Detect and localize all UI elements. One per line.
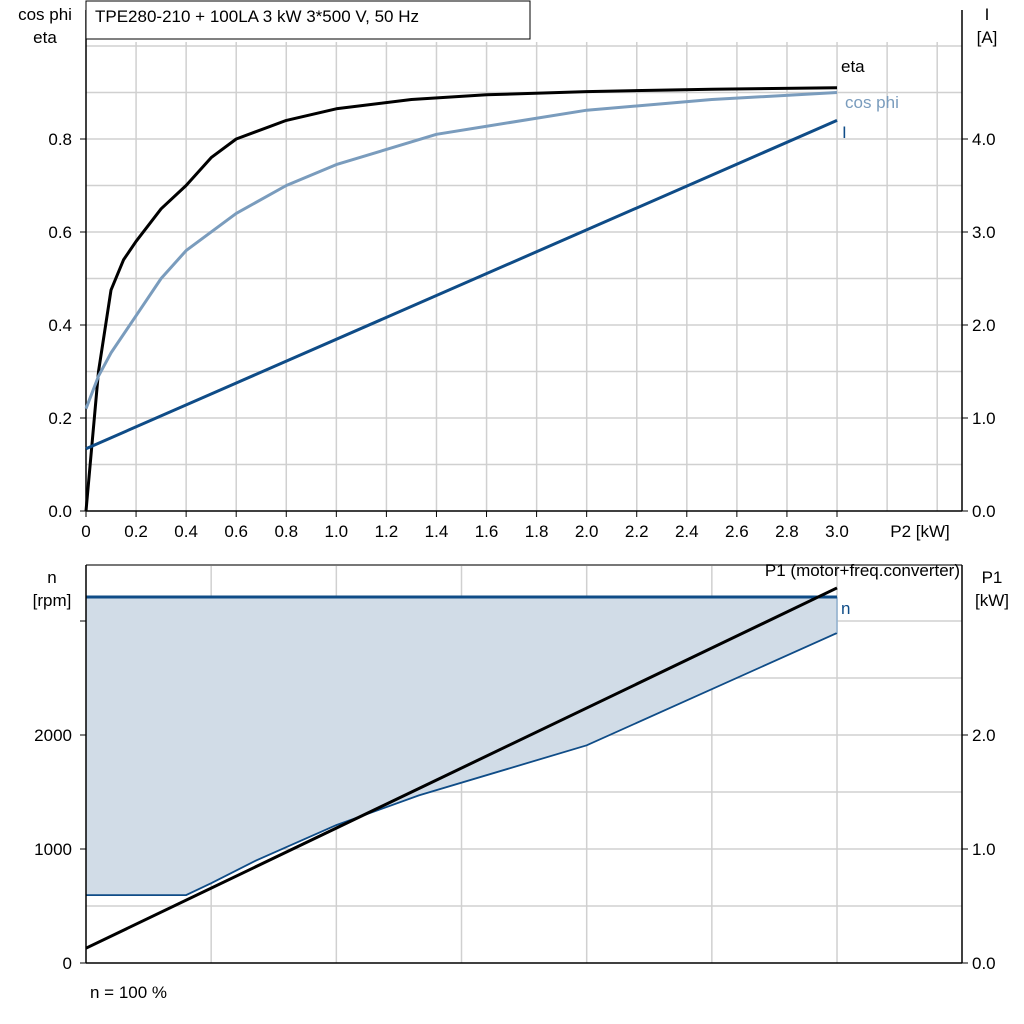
y-tick-label-right: 4.0 (972, 130, 996, 149)
series-label-cos-phi: cos phi (845, 93, 899, 112)
y-tick-label-right: 1.0 (972, 840, 996, 859)
y-tick-label-left: 0.6 (48, 223, 72, 242)
y-tick-label-left: 0.2 (48, 409, 72, 428)
y-tick-label-right: 0.0 (972, 502, 996, 521)
y-tick-label-left: 2000 (34, 726, 72, 745)
x-axis-label: P2 [kW] (890, 522, 950, 541)
x-tick-label: 0 (81, 522, 90, 541)
y-axis-label-left: eta (33, 28, 57, 47)
y-axis-label-right: [A] (977, 28, 998, 47)
series-label-n: n (841, 599, 850, 618)
x-tick-label: 2.8 (775, 522, 799, 541)
x-tick-label: 0.8 (274, 522, 298, 541)
y-tick-label-right: 0.0 (972, 954, 996, 973)
x-tick-label: 1.2 (375, 522, 399, 541)
y-axis-label-right: P1 (982, 568, 1003, 587)
x-tick-label: 1.0 (325, 522, 349, 541)
y-tick-label-left: 1000 (34, 840, 72, 859)
n-min-line (86, 632, 838, 896)
y-tick-label-right: 2.0 (972, 316, 996, 335)
y-axis-label-right: [kW] (975, 591, 1009, 610)
x-tick-label: 1.4 (425, 522, 449, 541)
title-box (85, 0, 531, 40)
x-tick-label: 0.6 (224, 522, 248, 541)
series-line-I (85, 119, 838, 451)
y-tick-label-left: 0.0 (48, 502, 72, 521)
y-tick-label-right: 3.0 (972, 223, 996, 242)
x-tick-label: 2.6 (725, 522, 749, 541)
chart-title: TPE280-210 + 100LA 3 kW 3*500 V, 50 Hz (95, 7, 419, 26)
y-axis-label-left: cos phi (18, 5, 72, 24)
y-axis-label-left: [rpm] (33, 591, 72, 610)
x-tick-label: 0.4 (174, 522, 198, 541)
y-tick-label-left: 0.8 (48, 130, 72, 149)
y-tick-label-left: 0.4 (48, 316, 72, 335)
y-tick-label-right: 2.0 (972, 726, 996, 745)
n-operating-range-area (86, 597, 837, 896)
x-tick-label: 1.8 (525, 522, 549, 541)
bottom-chart: 0 1000 2000 0.0 1.0 2.0 n [rpm] P1 [kW] P1 (motor+… (33, 561, 1009, 1002)
y-tick-label-right: 1.0 (972, 409, 996, 428)
y-axis-label-right: I (985, 5, 990, 24)
series-label-p1: P1 (motor+freq.converter) (765, 561, 960, 580)
top-chart: TPE280-210 + 100LA 3 kW 3*500 V, 50 Hz co… (18, 0, 998, 541)
x-tick-label: 2.2 (625, 522, 649, 541)
p1-line (85, 586, 838, 950)
x-tick-label: 3.0 (825, 522, 849, 541)
y-axis-label-left: n (47, 568, 56, 587)
x-tick-label: 2.4 (675, 522, 699, 541)
series-line-cos-phi (84, 91, 838, 410)
series-label-eta: eta (841, 57, 865, 76)
x-tick-label: 2.0 (575, 522, 599, 541)
series-line-eta (84, 86, 838, 512)
y-tick-label-left: 0 (63, 954, 72, 973)
series-label-I: I (842, 123, 847, 142)
x-tick-label: 1.6 (475, 522, 499, 541)
x-tick-label: 0.2 (124, 522, 148, 541)
speed-note: n = 100 % (90, 983, 167, 1002)
